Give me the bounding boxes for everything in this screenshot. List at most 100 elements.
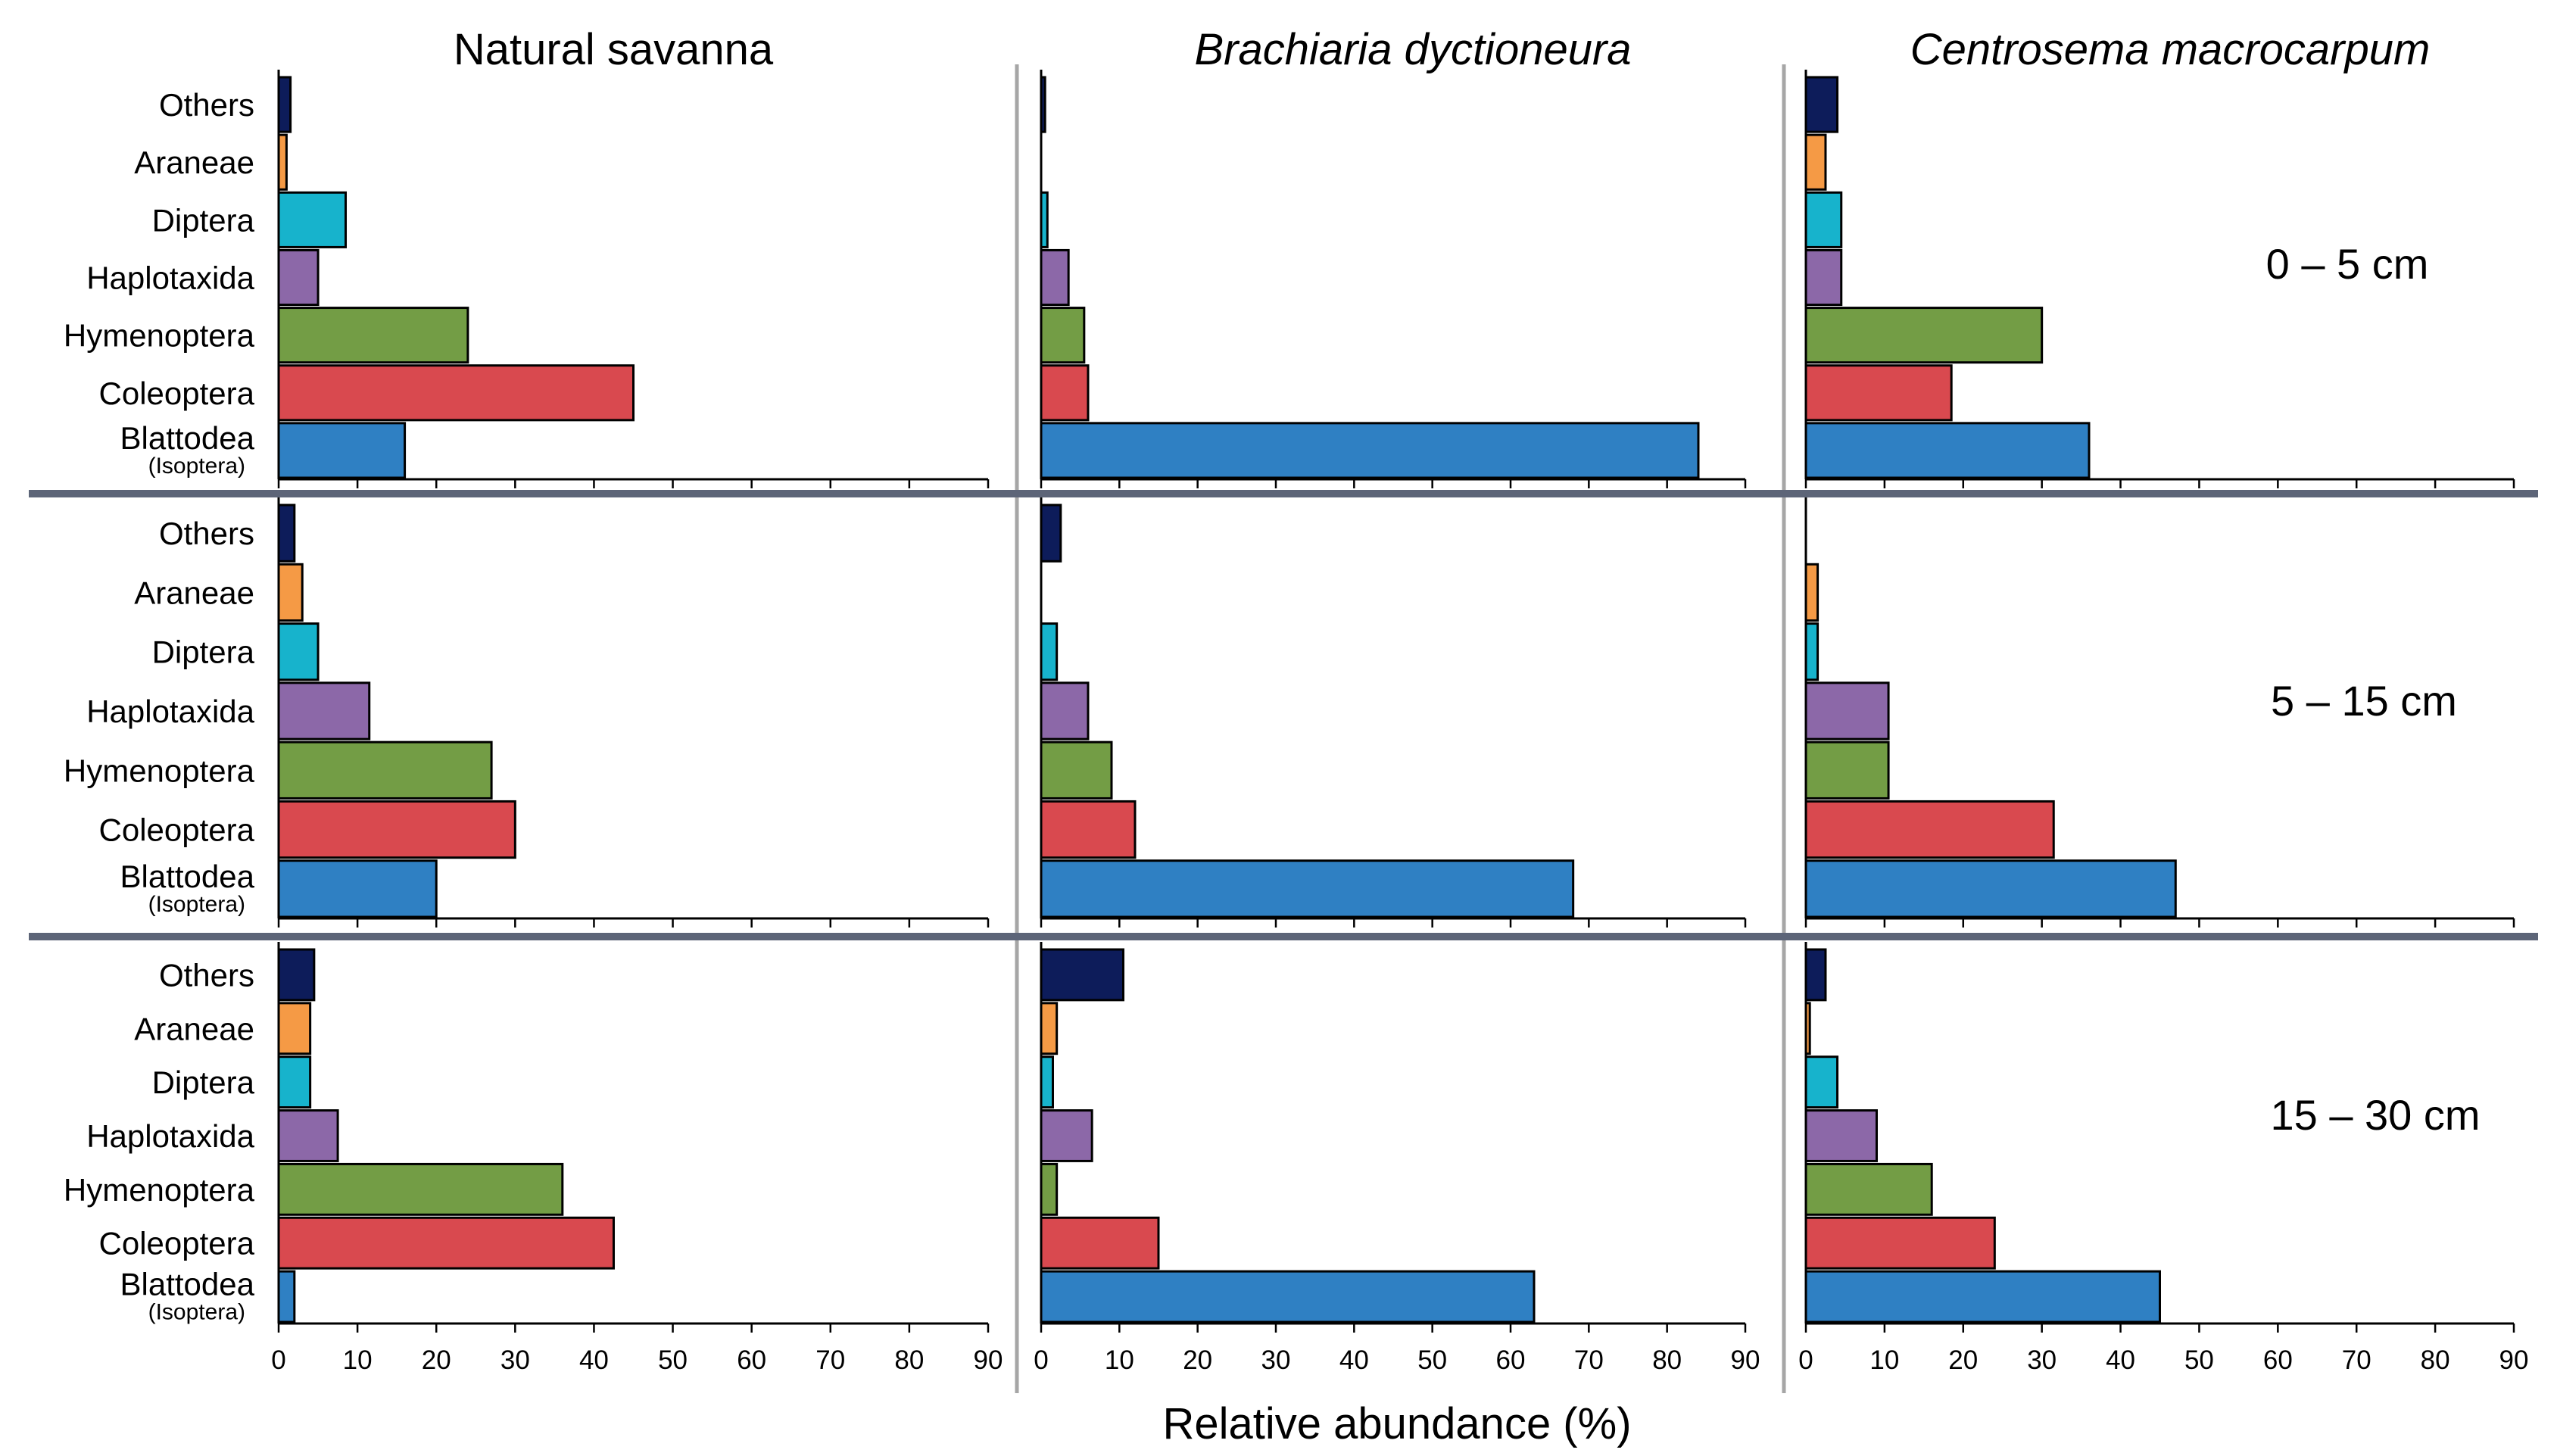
bar-others — [1804, 948, 1827, 1002]
depth-label-5-15: 5 – 15 cm — [2271, 677, 2457, 725]
bar-diptera — [277, 622, 320, 681]
category-label-coleoptera: Coleoptera — [99, 1226, 255, 1261]
x-tick-label: 20 — [1183, 1345, 1212, 1375]
bar-hymenoptera — [1040, 307, 1086, 364]
bar-haplotaxida — [277, 248, 320, 307]
column-title-brachiaria: Brachiaria dyctioneura — [1194, 25, 1631, 74]
bar-coleoptera — [277, 1216, 615, 1270]
x-tick-label: 50 — [1417, 1345, 1447, 1375]
bar-araneae — [1804, 133, 1827, 191]
x-tick-label: 40 — [1339, 1345, 1369, 1375]
x-tick-label: 90 — [2499, 1345, 2529, 1375]
bar-coleoptera — [1040, 364, 1090, 422]
category-label-haplotaxida: Haplotaxida — [86, 260, 254, 296]
x-tick-label: 90 — [974, 1345, 1003, 1375]
x-tick-label: 40 — [579, 1345, 609, 1375]
x-tick-label: 50 — [2184, 1345, 2214, 1375]
category-sublabel-isoptera: (Isoptera) — [148, 454, 245, 479]
bar-hymenoptera — [277, 307, 469, 364]
bar-haplotaxida — [1040, 681, 1090, 740]
category-label-diptera: Diptera — [152, 634, 255, 670]
bar-hymenoptera — [1804, 1162, 1933, 1216]
bar-hymenoptera — [1804, 740, 1890, 800]
bar-hymenoptera — [1040, 740, 1113, 800]
x-tick-label: 90 — [1731, 1345, 1760, 1375]
bar-others — [1040, 504, 1062, 563]
bar-blattodea — [277, 422, 407, 479]
bar-others — [1040, 948, 1124, 1002]
category-label-diptera: Diptera — [152, 202, 255, 238]
category-label-others: Others — [159, 87, 254, 123]
category-label-araneae: Araneae — [134, 145, 254, 180]
bar-haplotaxida — [277, 681, 371, 740]
bar-haplotaxida — [1040, 1109, 1093, 1162]
x-tick-label: 40 — [2106, 1345, 2135, 1375]
x-tick-label: 60 — [1496, 1345, 1526, 1375]
panel-centrosema-macrocarpum-5-15-cm — [1804, 497, 2515, 928]
bar-diptera — [1040, 1055, 1054, 1109]
panel-brachiaria-dyctioneura-0-5-cm — [1040, 70, 1747, 488]
x-tick-label: 0 — [1034, 1345, 1048, 1375]
x-tick-label: 70 — [1574, 1345, 1604, 1375]
bar-haplotaxida — [1804, 681, 1890, 740]
bar-blattodea — [1804, 422, 2091, 479]
bar-araneae — [277, 1002, 312, 1055]
bar-others — [277, 948, 316, 1002]
category-label-hymenoptera: Hymenoptera — [64, 1172, 255, 1208]
x-tick-label: 60 — [2263, 1345, 2293, 1375]
x-tick-label: 80 — [1652, 1345, 1682, 1375]
bar-coleoptera — [1804, 364, 1953, 422]
bar-diptera — [277, 191, 347, 248]
bar-others — [1804, 76, 1839, 133]
panel-natural-savanna-0-5-cm: Others Araneae Diptera Haplotaxida Hymenopte… — [64, 70, 990, 488]
bar-blattodea — [1040, 859, 1575, 918]
x-tick-label: 10 — [1105, 1345, 1134, 1375]
category-label-hymenoptera: Hymenoptera — [64, 318, 255, 354]
category-label-others: Others — [159, 516, 254, 551]
x-tick-label: 80 — [894, 1345, 924, 1375]
bar-haplotaxida — [277, 1109, 339, 1162]
x-tick-label: 30 — [500, 1345, 530, 1375]
bar-hymenoptera — [1804, 307, 2044, 364]
x-tick-label: 0 — [1798, 1345, 1813, 1375]
bar-diptera — [277, 1055, 312, 1109]
bar-coleoptera — [277, 800, 516, 859]
bar-blattodea — [1804, 1270, 2161, 1323]
bar-coleoptera — [1040, 1216, 1160, 1270]
bar-diptera — [1804, 1055, 1839, 1109]
chart-panels: Others Araneae Diptera Haplotaxida Hymenopte… — [64, 70, 2529, 1375]
bar-diptera — [1804, 191, 1843, 248]
category-label-blattodea: Blattodea — [120, 1267, 255, 1302]
x-tick-label: 80 — [2421, 1345, 2450, 1375]
category-label-haplotaxida: Haplotaxida — [86, 1118, 254, 1154]
category-sublabel-isoptera: (Isoptera) — [148, 892, 245, 917]
bar-hymenoptera — [1040, 1162, 1059, 1216]
category-label-coleoptera: Coleoptera — [99, 812, 255, 848]
bar-diptera — [1804, 622, 1820, 681]
x-tick-label: 20 — [1948, 1345, 1978, 1375]
category-label-diptera: Diptera — [152, 1065, 255, 1100]
panel-brachiaria-dyctioneura-15-30-cm: 0 10 20 30 40 50 60 70 80 90 — [1034, 942, 1760, 1375]
bar-coleoptera — [1804, 800, 2055, 859]
depth-label-15-30: 15 – 30 cm — [2270, 1091, 2480, 1139]
bar-araneae — [277, 563, 304, 622]
category-label-coleoptera: Coleoptera — [99, 376, 255, 411]
x-tick-label: 70 — [2342, 1345, 2371, 1375]
x-tick-label: 60 — [737, 1345, 766, 1375]
bar-blattodea — [1804, 859, 2177, 918]
panel-natural-savanna-15-30-cm: 0 10 20 30 40 50 60 70 80 90 Others Araneae Diptera H… — [64, 942, 1003, 1375]
category-label-hymenoptera: Hymenoptera — [64, 753, 255, 788]
category-label-blattodea: Blattodea — [120, 420, 255, 456]
category-label-others: Others — [159, 957, 254, 993]
x-tick-label: 10 — [343, 1345, 373, 1375]
bar-haplotaxida — [1804, 248, 1843, 307]
x-tick-label: 20 — [422, 1345, 451, 1375]
bar-araneae — [277, 133, 288, 191]
x-tick-label: 50 — [658, 1345, 688, 1375]
bar-others — [277, 76, 292, 133]
bar-coleoptera — [1040, 800, 1137, 859]
bar-blattodea — [1040, 1270, 1536, 1323]
panel-natural-savanna-5-15-cm: Others Araneae Diptera Haplotaxida Hymenopte… — [64, 497, 990, 928]
category-sublabel-isoptera: (Isoptera) — [148, 1300, 245, 1325]
